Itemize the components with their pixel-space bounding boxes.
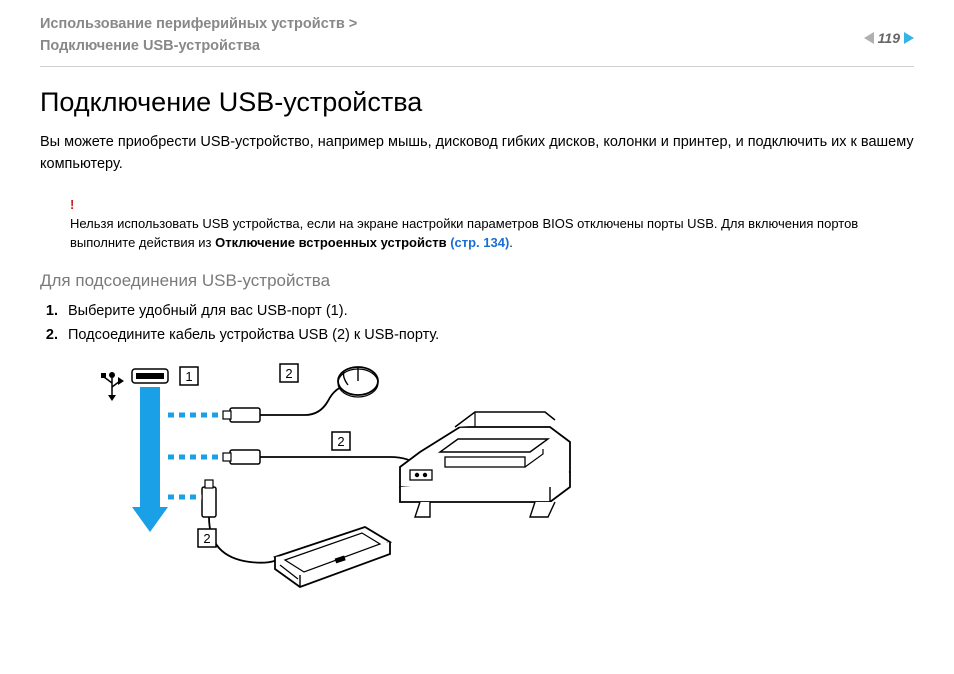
step-item: Подсоедините кабель устройства USB (2) к… xyxy=(62,327,914,343)
mouse-icon xyxy=(338,367,378,397)
usb-connector-icon xyxy=(223,450,420,467)
printer-icon xyxy=(400,412,570,517)
next-page-icon[interactable] xyxy=(904,32,914,44)
breadcrumb-line1: Использование периферийных устройств > xyxy=(40,16,357,32)
step-item: Выберите удобный для вас USB-порт (1). xyxy=(62,303,914,319)
arrow-icon xyxy=(132,387,168,532)
page-number: 119 xyxy=(878,30,900,46)
warning-icon: ! xyxy=(70,197,74,212)
breadcrumb-line2: Подключение USB-устройства xyxy=(40,38,260,54)
breadcrumb: Использование периферийных устройств > П… xyxy=(40,14,357,58)
intro-text: Вы можете приобрести USB-устройство, нап… xyxy=(40,132,914,176)
page-header: Использование периферийных устройств > П… xyxy=(0,0,954,66)
warning-text: Нельзя использовать USB устройства, если… xyxy=(70,216,858,251)
usb-symbol-icon xyxy=(101,372,124,401)
usb-connector-icon xyxy=(168,480,285,563)
floppy-drive-icon xyxy=(275,527,390,587)
page-title: Подключение USB-устройства xyxy=(40,87,914,118)
svg-text:2: 2 xyxy=(285,366,292,381)
svg-text:1: 1 xyxy=(185,369,192,384)
svg-text:2: 2 xyxy=(337,434,344,449)
warning-block: ! Нельзя использовать USB устройства, ес… xyxy=(70,196,914,253)
warning-link[interactable]: (стр. 134) xyxy=(450,235,509,250)
usb-connector-icon xyxy=(223,385,348,422)
svg-text:2: 2 xyxy=(203,531,210,546)
prev-page-icon[interactable] xyxy=(864,32,874,44)
section-subhead: Для подсоединения USB-устройства xyxy=(40,271,914,291)
steps-list: Выберите удобный для вас USB-порт (1). П… xyxy=(40,303,914,343)
page-navigation: 119 xyxy=(864,14,914,46)
main-content: Подключение USB-устройства Вы можете при… xyxy=(0,67,954,602)
connection-diagram: 1 2 xyxy=(80,357,914,602)
